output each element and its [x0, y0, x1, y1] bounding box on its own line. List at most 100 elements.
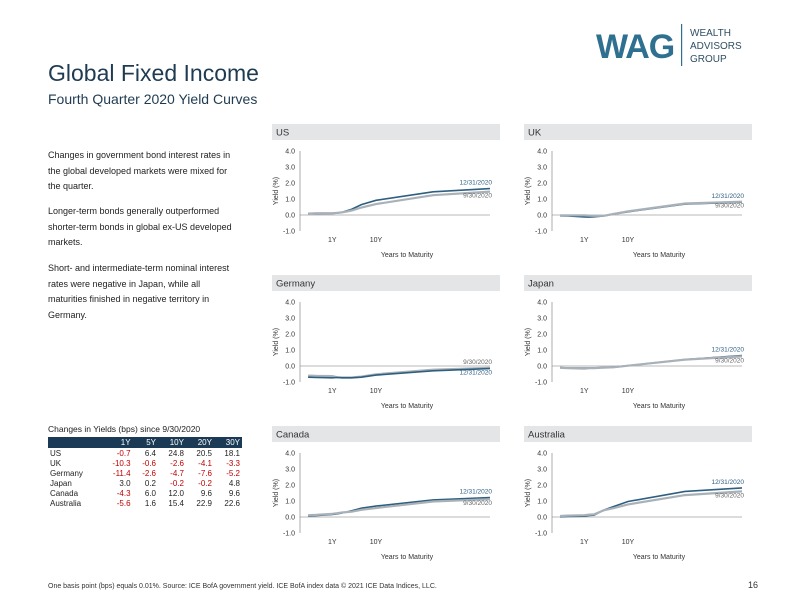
- y-tick-label: 0.0: [537, 515, 547, 522]
- y-axis-label: Yield (%): [273, 177, 280, 205]
- series-line-sep-2020: [308, 498, 491, 517]
- y-tick-label: 0.0: [285, 515, 295, 522]
- table-cell: 12.0: [168, 488, 184, 498]
- footer-note: One basis point (bps) equals 0.01%. Sour…: [48, 583, 437, 590]
- table-cell: -10.3: [112, 458, 131, 468]
- page-subtitle: Fourth Quarter 2020 Yield Curves: [48, 91, 258, 107]
- chart-title: Canada: [276, 430, 310, 441]
- y-tick-label: 0.0: [537, 213, 547, 220]
- x-tick-label: 1Y: [328, 237, 337, 244]
- table-cell: 22.9: [196, 498, 212, 508]
- legend-label-sep-2020: 9/30/2020: [715, 492, 744, 499]
- table-cell: 6.0: [144, 488, 156, 498]
- x-axis-label: Years to Maturity: [381, 252, 434, 259]
- row-label: Australia: [50, 498, 82, 508]
- x-tick-label: 10Y: [370, 388, 383, 395]
- y-tick-label: 3.0: [285, 165, 295, 172]
- y-tick-label: 1.0: [285, 197, 295, 204]
- table-cell: -11.4: [112, 468, 131, 478]
- y-axis-label: Yield (%): [525, 479, 532, 507]
- table-cell: 6.4: [144, 448, 156, 458]
- legend-label-dec-2020: 12/31/2020: [459, 489, 492, 496]
- table-cell: -4.7: [170, 468, 184, 478]
- y-tick-label: 4.0: [537, 149, 547, 156]
- header-cell: 5Y: [132, 437, 158, 448]
- y-tick-label: 4.0: [285, 300, 295, 307]
- y-tick-label: 4.0: [537, 451, 547, 458]
- x-tick-label: 10Y: [370, 539, 383, 546]
- y-tick-label: 1.0: [537, 197, 547, 204]
- y-tick-label: 2.0: [285, 181, 295, 188]
- table-cell: -0.6: [142, 458, 156, 468]
- y-tick-label: 1.0: [285, 499, 295, 506]
- changes-table-header: 1Y 5Y 10Y 20Y 30Y: [48, 437, 242, 448]
- table-cell: -2.6: [142, 468, 156, 478]
- header-cell: 20Y: [185, 437, 214, 448]
- legend-label-dec-2020: 12/31/2020: [711, 347, 744, 354]
- table-cell: -0.2: [198, 478, 212, 488]
- y-tick-label: 0.0: [285, 213, 295, 220]
- y-tick-label: 3.0: [537, 316, 547, 323]
- table-cell: 3.0: [119, 478, 131, 488]
- legend-label-sep-2020: 9/30/2020: [715, 357, 744, 364]
- yield-curve-charts: US 4.0 3.0 2.0 1.0 0.0 -1.0 Yield (%) 1Y 10Y Years…: [272, 124, 752, 561]
- chart-header-bar: [524, 275, 752, 291]
- y-tick-label: 3.0: [285, 316, 295, 323]
- y-tick-label: 1.0: [537, 499, 547, 506]
- table-cell: -3.3: [226, 458, 240, 468]
- chart-title: Germany: [276, 279, 315, 290]
- legend-label-dec-2020: 12/31/2020: [711, 479, 744, 486]
- y-tick-label: -1.0: [535, 380, 547, 387]
- logo-line-3: GROUP: [690, 54, 727, 65]
- header-cell: 30Y: [213, 437, 242, 448]
- y-tick-label: 3.0: [537, 165, 547, 172]
- commentary-paragraph-1: Changes in government bond interest rate…: [48, 150, 231, 191]
- x-tick-label: 1Y: [580, 539, 589, 546]
- table-cell: 24.8: [168, 448, 184, 458]
- table-cell: 18.1: [224, 448, 240, 458]
- legend-label-sep-2020: 9/30/2020: [463, 193, 492, 200]
- header-cell: 10Y: [157, 437, 186, 448]
- series-line-sep-2020: [560, 490, 743, 518]
- legend-label-dec-2020: 12/31/2020: [459, 180, 492, 187]
- row-label: Canada: [50, 488, 79, 498]
- chart-header-bar: [524, 124, 752, 140]
- row-label: UK: [50, 458, 62, 468]
- y-tick-label: -1.0: [283, 380, 295, 387]
- x-tick-label: 10Y: [622, 539, 635, 546]
- table-row: Australia -5.6 1.6 15.4 22.9 22.6: [48, 498, 242, 508]
- table-cell: 0.2: [144, 478, 156, 488]
- table-cell: -5.6: [116, 498, 131, 508]
- legend-label-dec-2020: 12/31/2020: [459, 370, 492, 377]
- table-cell: 15.4: [168, 498, 184, 508]
- table-cell: 22.6: [224, 498, 240, 508]
- y-tick-label: 3.0: [537, 467, 547, 474]
- table-cell: 20.5: [196, 448, 212, 458]
- y-tick-label: 2.0: [537, 483, 547, 490]
- x-tick-label: 10Y: [370, 237, 383, 244]
- table-cell: -0.7: [116, 448, 131, 458]
- page-number: 16: [748, 580, 759, 590]
- y-tick-label: 0.0: [537, 364, 547, 371]
- y-tick-label: 2.0: [537, 332, 547, 339]
- x-tick-label: 1Y: [328, 539, 337, 546]
- y-axis-label: Yield (%): [273, 479, 280, 507]
- chart-header-bar: [524, 426, 752, 442]
- y-tick-label: 0.0: [285, 364, 295, 371]
- header-cell: 1Y: [100, 437, 133, 448]
- table-cell: 4.8: [228, 478, 240, 488]
- x-axis-label: Years to Maturity: [633, 403, 686, 410]
- page-title: Global Fixed Income: [48, 60, 259, 86]
- x-tick-label: 1Y: [328, 388, 337, 395]
- row-label: Japan: [50, 478, 72, 488]
- table-cell: -7.6: [198, 468, 212, 478]
- chart-header-bar: [272, 275, 500, 291]
- legend-label-dec-2020: 12/31/2020: [711, 193, 744, 200]
- legend-label-sep-2020: 9/30/2020: [715, 203, 744, 210]
- x-tick-label: 1Y: [580, 388, 589, 395]
- series-line-sep-2020: [560, 200, 743, 217]
- chart-header-bar: [272, 124, 500, 140]
- table-cell: 1.6: [144, 498, 156, 508]
- y-tick-label: 2.0: [285, 483, 295, 490]
- chart-title: Japan: [528, 279, 554, 290]
